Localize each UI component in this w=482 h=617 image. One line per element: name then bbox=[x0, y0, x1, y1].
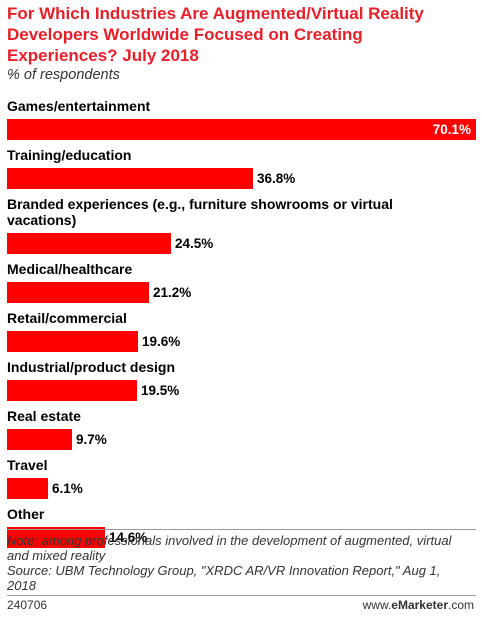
brand-suffix: .com bbox=[447, 598, 474, 612]
bar bbox=[7, 233, 171, 254]
brand-prefix: www. bbox=[362, 598, 392, 612]
category-label: Travel bbox=[7, 457, 48, 473]
category-label: Games/entertainment bbox=[7, 98, 151, 114]
bar-chart: Games/entertainment 70.1% Training/educati… bbox=[7, 98, 476, 548]
value-label: 6.1% bbox=[52, 481, 83, 496]
category-label: Training/education bbox=[7, 147, 132, 163]
value-label: 14.6% bbox=[109, 530, 148, 545]
bar bbox=[7, 429, 72, 450]
value-label: 19.5% bbox=[141, 383, 180, 398]
bar bbox=[7, 478, 48, 499]
bar bbox=[7, 380, 137, 401]
bar bbox=[7, 119, 476, 140]
bar bbox=[7, 331, 138, 352]
note-text: Note: among professionals involved in th… bbox=[7, 533, 452, 563]
bar bbox=[7, 282, 149, 303]
category-label: Branded experiences (e.g., furniture sho… bbox=[7, 196, 393, 228]
value-label: 24.5% bbox=[175, 236, 214, 251]
value-label: 21.2% bbox=[153, 285, 192, 300]
category-label: Medical/healthcare bbox=[7, 261, 133, 277]
value-label: 9.7% bbox=[76, 432, 107, 447]
bar bbox=[7, 527, 105, 548]
chart-subtitle: % of respondents bbox=[7, 67, 120, 83]
category-label: Industrial/product design bbox=[7, 359, 176, 375]
brand-name: eMarketer bbox=[391, 598, 448, 612]
category-label: Retail/commercial bbox=[7, 310, 127, 326]
bar bbox=[7, 168, 253, 189]
footer-divider bbox=[7, 595, 476, 596]
value-label: 19.6% bbox=[142, 334, 181, 349]
chart-id: 240706 bbox=[7, 598, 48, 612]
value-label: 70.1% bbox=[432, 122, 471, 137]
chart-notes: Note: among professionals involved in th… bbox=[7, 533, 472, 593]
emarketer-link[interactable]: www.eMarketer.com bbox=[363, 598, 474, 612]
category-label: Real estate bbox=[7, 408, 81, 424]
category-label: Other bbox=[7, 506, 45, 522]
chart-title: For Which Industries Are Augmented/Virtu… bbox=[7, 4, 424, 65]
value-label: 36.8% bbox=[257, 171, 296, 186]
notes-divider bbox=[7, 529, 476, 530]
source-text: Source: UBM Technology Group, "XRDC AR/V… bbox=[7, 563, 441, 593]
